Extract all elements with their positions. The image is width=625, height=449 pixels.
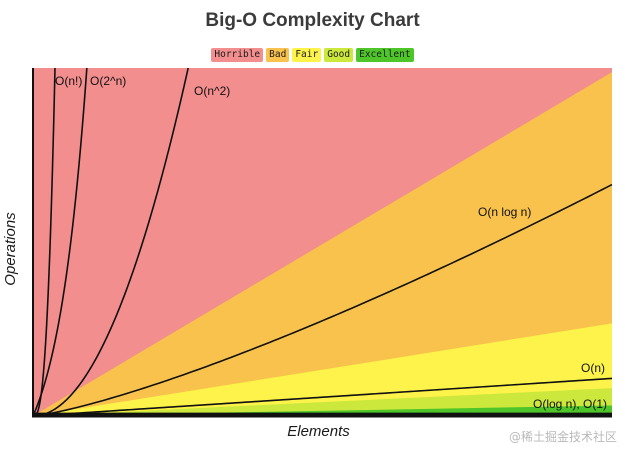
curve-quadratic: [32, 67, 189, 417]
label-exponential: O(2^n): [90, 74, 126, 88]
region-bad: [33, 72, 612, 417]
y-axis-label: Operations: [2, 212, 19, 286]
curve-nlogn: [32, 183, 613, 417]
x-axis-label: Elements: [287, 423, 350, 440]
legend: Horrible Bad Fair Good Excellent: [0, 48, 625, 62]
label-quadratic: O(n^2): [194, 84, 230, 98]
chart-title: Big-O Complexity Chart: [205, 10, 420, 31]
label-nlogn: O(n log n): [478, 205, 531, 219]
watermark: @稀土掘金技术社区: [508, 430, 617, 444]
label-log-constant: O(log n), O(1): [533, 397, 607, 411]
legend-horrible: Horrible: [211, 48, 264, 62]
region-fair: [33, 323, 612, 416]
label-linear: O(n): [581, 361, 605, 375]
legend-fair: Fair: [292, 48, 322, 62]
curve-exponential: [32, 67, 88, 417]
curve-linear: [32, 377, 613, 417]
legend-good: Good: [324, 48, 354, 62]
legend-excellent: Excellent: [356, 48, 414, 62]
legend-bad: Bad: [266, 48, 290, 62]
label-factorial: O(n!): [55, 74, 82, 88]
